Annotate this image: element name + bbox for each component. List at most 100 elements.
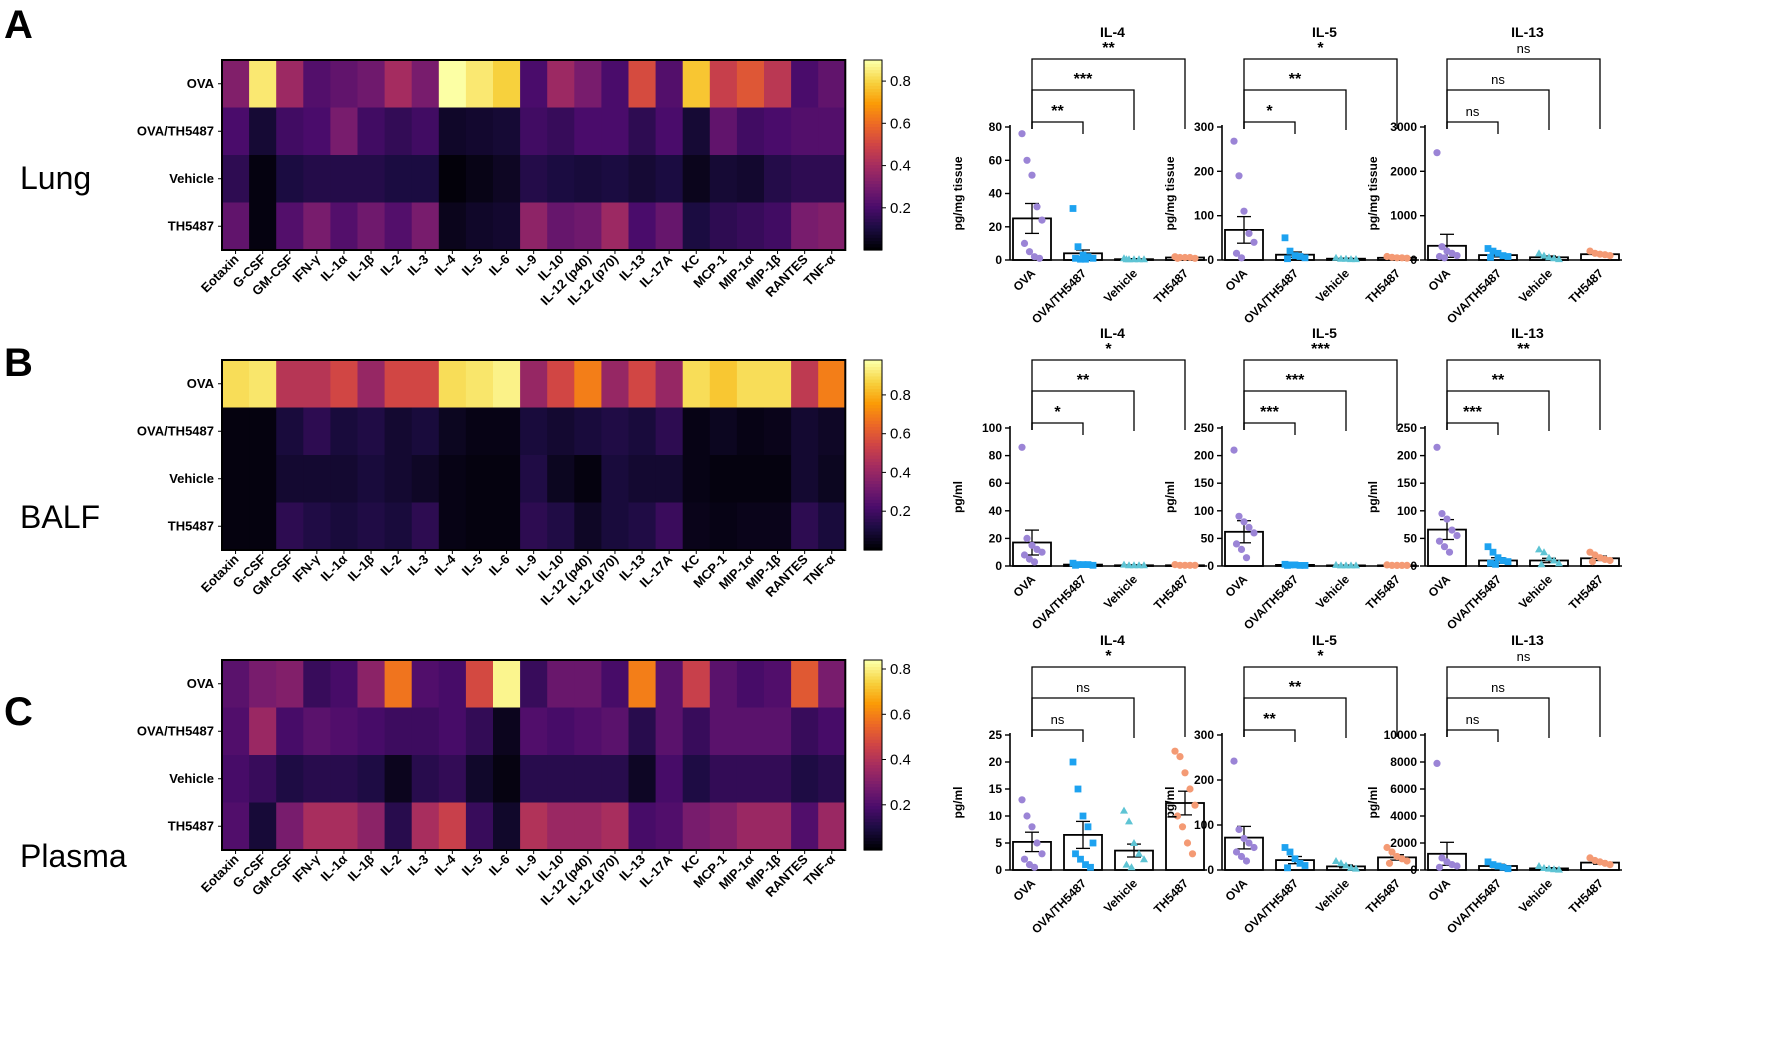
colorbar-segment xyxy=(864,761,882,766)
data-point xyxy=(1120,560,1128,568)
colorbar-segment xyxy=(864,120,882,124)
heatmap-cell xyxy=(764,502,792,551)
data-point xyxy=(1245,229,1253,237)
heatmap-plasma: OVAOVA/TH5487VehicleTH5487EotaxinG-CSFGM… xyxy=(137,659,911,908)
colorbar-segment xyxy=(864,531,882,535)
colorbar-segment xyxy=(864,212,882,216)
heatmap-cell xyxy=(791,360,819,408)
heatmap-cell xyxy=(249,455,277,503)
significance-bracket xyxy=(1446,729,1499,742)
heatmap-cell xyxy=(357,202,385,251)
heatmap-cell xyxy=(330,407,358,456)
colorbar-segment xyxy=(864,512,882,516)
heatmap-cell xyxy=(574,360,602,408)
heatmap-cell xyxy=(547,802,575,851)
data-point xyxy=(1188,850,1197,858)
y-axis-label: pg/mg tissue xyxy=(951,156,965,230)
heatmap-cell xyxy=(791,107,819,156)
heatmap-cell xyxy=(465,707,494,756)
data-point xyxy=(1545,253,1553,261)
colorbar-segment xyxy=(864,401,882,405)
data-point xyxy=(1291,561,1299,569)
colorbar-segment xyxy=(864,675,882,680)
y-tick-label: 100 xyxy=(982,421,1002,435)
data-point xyxy=(1240,207,1248,215)
significance-bracket xyxy=(1243,121,1296,134)
data-point xyxy=(1296,562,1304,569)
heatmap-col-label: IL-2 xyxy=(377,252,404,279)
heatmap-cell xyxy=(384,755,413,803)
heatmap-row-label: OVA/TH5487 xyxy=(137,123,214,138)
y-tick-label: 0 xyxy=(995,253,1002,267)
colorbar-tick-label: 0.2 xyxy=(890,503,911,520)
heatmap-cell xyxy=(384,360,413,408)
data-point xyxy=(1237,545,1246,554)
colorbar-segment xyxy=(864,508,882,513)
heatmap-cell xyxy=(438,802,467,851)
heatmap-cell xyxy=(655,155,684,203)
heatmap-cell xyxy=(682,707,711,756)
data-point xyxy=(1403,254,1411,262)
significance-bracket xyxy=(1446,58,1601,129)
y-tick-label: 3000 xyxy=(1390,120,1417,134)
colorbar-segment xyxy=(864,543,882,548)
colorbar-segment xyxy=(864,69,882,74)
colorbar-segment xyxy=(864,221,882,226)
x-category-label: TH5487 xyxy=(1566,572,1606,612)
data-point xyxy=(1023,534,1031,543)
heatmaps: OVAOVA/TH5487VehicleTH5487EotaxinG-CSFGM… xyxy=(137,59,911,908)
data-point xyxy=(1245,839,1253,847)
heatmap-cell xyxy=(330,202,358,251)
heatmap-cell xyxy=(764,155,792,203)
bar-chart-title: IL-13 xyxy=(1511,325,1544,341)
data-point xyxy=(1240,834,1248,843)
colorbar-segment xyxy=(864,375,882,380)
heatmap-cell xyxy=(547,60,575,108)
y-tick-label: 250 xyxy=(1397,421,1417,435)
colorbar-tick-label: 0.6 xyxy=(890,115,911,132)
heatmap-cell xyxy=(465,455,494,503)
heatmap-cell xyxy=(709,360,738,408)
x-category-label: OVA xyxy=(1425,572,1453,600)
heatmap-cell xyxy=(791,455,819,503)
heatmap-cell xyxy=(438,455,467,503)
data-point xyxy=(1332,560,1340,568)
heatmap-cell xyxy=(547,360,575,408)
heatmap-cell xyxy=(791,707,819,756)
heatmap-cell xyxy=(222,360,250,408)
colorbar-segment xyxy=(864,748,882,753)
y-tick-label: 2000 xyxy=(1390,836,1417,850)
bar-chart-c-il-13: IL-13 0 2000 4000 6000 8000 10000 pg/ml OVAOVA/T… xyxy=(1366,632,1622,936)
colorbar-segment xyxy=(864,831,882,835)
heatmap-cell xyxy=(736,202,765,251)
heatmap-col-label: IL-4 xyxy=(432,851,459,878)
data-point xyxy=(1028,823,1036,831)
heatmap-cell xyxy=(411,660,440,708)
heatmap-cell xyxy=(249,155,277,203)
heatmap-cell xyxy=(276,202,304,251)
y-tick-label: 200 xyxy=(1194,164,1214,178)
heatmap-cell xyxy=(357,707,385,756)
heatmap-cell xyxy=(655,755,684,803)
data-point xyxy=(1173,812,1182,820)
data-point xyxy=(1020,551,1029,559)
colorbar-segment xyxy=(864,199,882,204)
heatmap-cell xyxy=(411,707,440,756)
data-point xyxy=(1352,561,1360,569)
heatmap-cell xyxy=(818,202,846,251)
heatmap-cell xyxy=(601,360,629,408)
significance-label: ** xyxy=(1077,372,1090,389)
heatmap-cell xyxy=(493,360,521,408)
heatmap-cell xyxy=(682,107,711,156)
y-tick-label: 60 xyxy=(989,476,1003,490)
colorbar-segment xyxy=(864,227,882,232)
data-point xyxy=(1028,171,1036,179)
data-point xyxy=(1230,757,1238,765)
data-point xyxy=(1038,216,1046,224)
colorbar-segment xyxy=(864,524,882,529)
data-point xyxy=(1443,515,1451,523)
data-point xyxy=(1540,251,1548,259)
colorbar-segment xyxy=(864,98,882,102)
heatmap-cell xyxy=(520,660,548,708)
heatmap-cell xyxy=(628,360,656,408)
